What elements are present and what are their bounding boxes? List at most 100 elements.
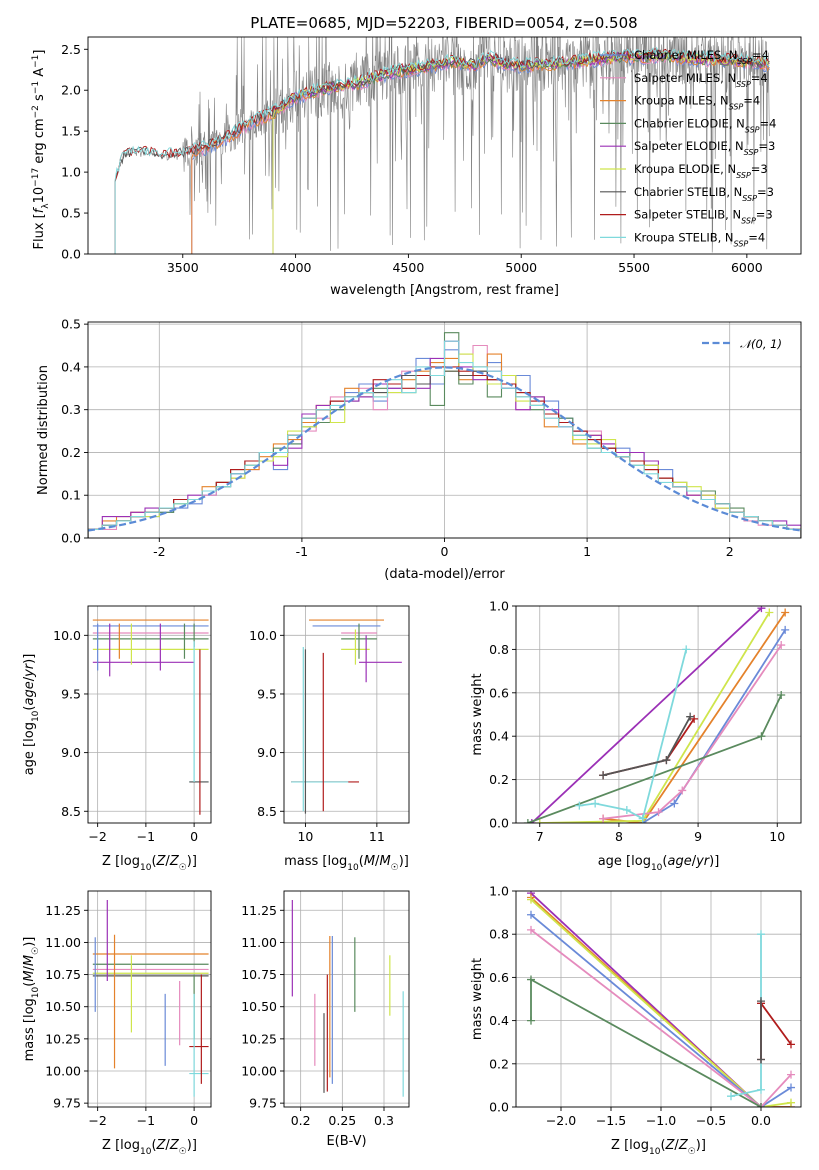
legend-entry-label: Kroupa STELIB, NSSP=4 [634, 230, 765, 248]
mass-weight-marker [777, 641, 786, 650]
y-tick-label: 8.5 [257, 804, 277, 819]
axes-frame [515, 890, 802, 1108]
mass-weight-line [579, 649, 688, 821]
x-axis-label: age [log10(age/yr)] [598, 854, 720, 873]
x-tick-label: 10 [297, 829, 313, 844]
x-tick-label: 9 [694, 829, 702, 844]
x-axis-label: Z [log10(Z/Z☉)] [611, 1138, 706, 1157]
y-axis-label: mass weight [470, 673, 485, 755]
mass-weight-marker [527, 910, 535, 919]
y-tick-label: 11.25 [45, 903, 81, 918]
legend-entry-label: Salpeter STELIB, NSSP=3 [634, 208, 773, 226]
y-tick-label: 0.2 [489, 1056, 509, 1071]
x-tick-label: −1.0 [646, 1113, 676, 1128]
y-tick-label: 10.00 [45, 1064, 81, 1079]
mass-weight-marker [527, 895, 535, 904]
mass-weight-marker [682, 645, 691, 654]
y-axis-label: age [log10(age/yr)] [22, 654, 41, 776]
legend-entry-label: Kroupa ELODIE, NSSP=3 [634, 162, 768, 180]
mass-weight-line [530, 914, 792, 1107]
axes-age_vs_mass: 10 11 8.5 9.0 9.5 10.0 mass [log10(M/M☉)] [249, 605, 410, 873]
x-tick-label: 5500 [618, 260, 650, 275]
y-tick-label: 1.5 [61, 124, 81, 139]
x-tick-label: −0.5 [696, 1113, 726, 1128]
x-tick-label: 7 [536, 829, 544, 844]
y-tick-label: 1.0 [489, 599, 509, 614]
x-axis-label: Z [log10(Z/Z☉)] [102, 854, 197, 873]
mass-weight-marker [757, 732, 766, 741]
x-tick-label: 10 [769, 829, 785, 844]
mass-weight-marker [777, 690, 786, 699]
mass-weight-marker [678, 786, 687, 795]
mass-weight-line [530, 896, 791, 1107]
x-tick-label: 0.3 [374, 1113, 394, 1128]
y-tick-label: 0.0 [61, 247, 81, 262]
mass-weight-marker [662, 756, 671, 765]
y-tick-label: 0.6 [489, 685, 509, 700]
mass-weight-marker [670, 799, 679, 808]
axes-frame [87, 605, 212, 824]
spectrum-data-line [114, 37, 770, 253]
x-axis-label: E(B-V) [326, 1134, 366, 1149]
x-tick-label: 8 [615, 829, 623, 844]
axes-frame [283, 605, 410, 824]
mass-weight-marker [757, 1055, 765, 1064]
y-axis-label: mass [log10(M/M☉)] [22, 937, 41, 1062]
y-tick-label: 0.4 [61, 359, 81, 374]
y-axis-label: Flux [fλ10−17 erg cm−2 s−1 A−1] [31, 50, 51, 250]
mass-weight-marker [535, 819, 544, 823]
mass-weight-marker [765, 608, 774, 617]
y-tick-label: 0.0 [61, 531, 81, 546]
histogram-series [88, 340, 801, 538]
mass-weight-marker [575, 801, 584, 810]
mass-weight-line [530, 929, 792, 1107]
mass-weight-line [730, 934, 762, 1098]
y-tick-label: 11.00 [45, 935, 81, 950]
mass-weight-marker [591, 799, 600, 808]
y-tick-label: 0.6 [489, 970, 509, 985]
y-tick-label: 8.5 [61, 804, 81, 819]
spectrum-model-line [114, 48, 769, 254]
x-tick-label: −2.0 [546, 1113, 576, 1128]
mass-weight-line [530, 892, 791, 1107]
y-tick-label: 0.0 [489, 1100, 509, 1115]
legend-entry-label: 𝒩(0, 1) [740, 337, 782, 351]
x-tick-label: -2 [153, 544, 165, 559]
mass-weight-line [602, 716, 691, 777]
x-axis-label: (data-model)/error [384, 567, 505, 582]
mass-weight-marker [787, 1070, 795, 1079]
y-tick-label: 0.2 [61, 445, 81, 460]
y-tick-label: 0.4 [489, 1013, 509, 1028]
mass-weight-line [603, 611, 786, 823]
y-axis-label: mass weight [470, 958, 485, 1040]
mass-weight-marker [599, 814, 608, 823]
mass-weight-marker [527, 819, 536, 823]
y-tick-label: 10.75 [241, 967, 277, 982]
spectrum-model-line [114, 49, 769, 254]
x-tick-label: 6000 [731, 260, 763, 275]
x-tick-label: −1 [137, 1113, 155, 1128]
axes-spectrum: 3500 4000 4500 5000 5500 6000 0.0 0.5 1.0 1.5 2.0 2… [31, 36, 802, 298]
mass-weight-marker [787, 1083, 795, 1092]
x-tick-label: 0 [190, 1113, 198, 1128]
mass-weight-marker [781, 608, 790, 617]
x-axis-label: wavelength [Angstrom, rest frame] [330, 283, 559, 298]
axes-frame [87, 890, 212, 1108]
mass-weight-marker [527, 975, 535, 984]
mass-weight-marker [599, 771, 608, 780]
x-axis-label: mass [log10(M/M☉)] [284, 854, 409, 873]
mass-weight-marker [622, 805, 631, 814]
y-tick-label: 2.0 [61, 83, 81, 98]
y-tick-label: 9.75 [53, 1096, 81, 1111]
mass-weight-marker [757, 606, 766, 613]
legend-entry-label: Kroupa MILES, NSSP=4 [634, 94, 760, 112]
y-tick-label: 11.00 [241, 935, 277, 950]
legend-entry-label: Chabrier MILES, NSSP=4 [634, 48, 769, 66]
mass-weight-marker [787, 1040, 795, 1049]
x-tick-label: −1.5 [596, 1113, 626, 1128]
x-tick-label: -1 [296, 544, 308, 559]
x-tick-label: −1 [137, 829, 155, 844]
y-tick-label: 9.5 [257, 686, 277, 701]
y-tick-label: 2.5 [61, 42, 81, 57]
plot-area [88, 332, 801, 538]
